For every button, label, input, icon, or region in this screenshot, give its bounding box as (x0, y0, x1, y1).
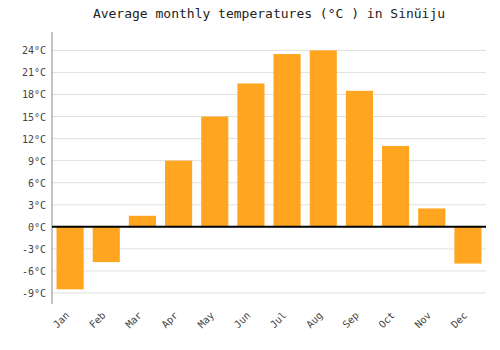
bar (165, 161, 192, 227)
bar (418, 208, 445, 226)
x-tick-label: Dec (449, 310, 470, 331)
x-tick-label: Aug (304, 310, 325, 331)
grid-line (52, 226, 486, 227)
bar (237, 83, 264, 226)
x-tick-label: Oct (376, 310, 397, 331)
bar (274, 54, 301, 227)
y-tick-label: 9°C (28, 156, 46, 167)
grid-line (52, 270, 486, 271)
x-tick-label: Sep (340, 310, 361, 331)
bar (129, 216, 156, 227)
x-tick-label: Jul (268, 310, 289, 331)
title: Average monthly temperatures (°C ) in Si… (93, 6, 445, 21)
bar (201, 117, 228, 227)
y-tick-label: 6°C (28, 178, 46, 189)
chart: Average monthly temperatures (°C ) in Si… (0, 0, 500, 350)
y-tick-label: 15°C (22, 112, 46, 123)
y-tick-label: 12°C (22, 134, 46, 145)
grid (52, 50, 486, 293)
y-tick-label: 24°C (22, 45, 46, 56)
bar (57, 227, 84, 289)
y-tick-label: 0°C (28, 222, 46, 233)
bar (382, 146, 409, 227)
x-tick-label: Apr (159, 310, 180, 331)
x-tick-label: Jun (232, 310, 253, 331)
x-tick-label: Mar (123, 310, 144, 331)
y-tick-label: 3°C (28, 200, 46, 211)
y-tick-label: -3°C (22, 244, 46, 255)
bars (57, 50, 482, 289)
bar (454, 227, 481, 264)
grid-line (52, 72, 486, 73)
baseline (52, 226, 486, 228)
grid-line (52, 94, 486, 95)
grid-line (52, 204, 486, 205)
grid-line (52, 116, 486, 117)
y-axis-line (52, 32, 53, 304)
y-tick-label: -6°C (22, 266, 46, 277)
y-tick-label: -9°C (22, 288, 46, 299)
bar (310, 50, 337, 226)
grid-line (52, 292, 486, 293)
grid-line (52, 138, 486, 139)
grid-line (52, 160, 486, 161)
grid-line (52, 50, 486, 51)
x-tick-label: May (196, 310, 217, 331)
x-tick-label: Feb (87, 310, 108, 331)
x-tick-label: Jan (51, 310, 72, 331)
y-tick-label: 21°C (22, 67, 46, 78)
x-tick-label: Nov (413, 310, 434, 331)
y-tick-label: 18°C (22, 89, 46, 100)
bar (93, 227, 120, 262)
grid-line (52, 182, 486, 183)
bar (346, 91, 373, 227)
